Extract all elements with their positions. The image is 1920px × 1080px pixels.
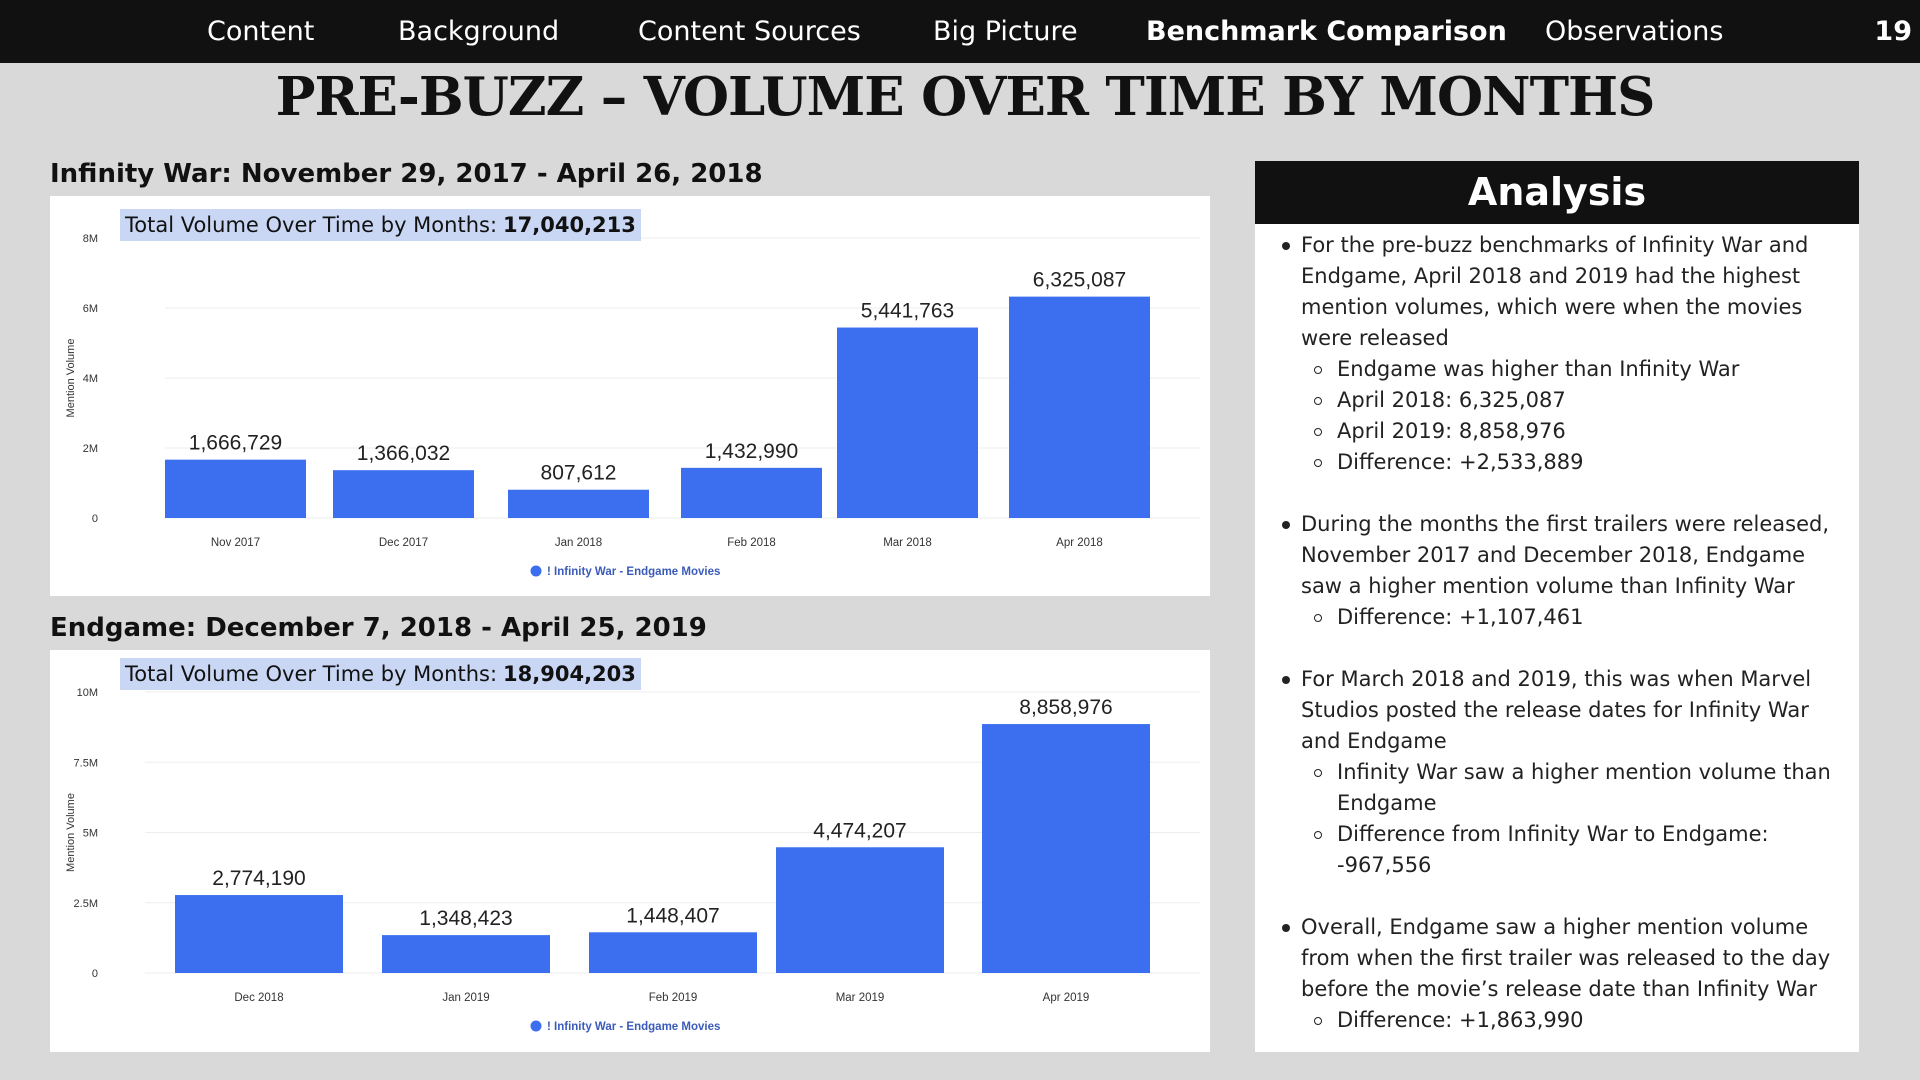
x-tick-label: Jan 2018 [555,537,602,549]
bar-value-label: 5,441,763 [861,300,954,323]
x-tick-label: Mar 2018 [883,537,932,549]
nav-item-content[interactable]: Content [207,16,315,47]
y-tick-label: 5M [83,828,98,840]
analysis-bullet: For the pre-buzz benchmarks of Infinity … [1282,230,1845,478]
nav-item-content-sources[interactable]: Content Sources [638,16,861,47]
bar[interactable] [589,932,757,973]
x-tick-label: Dec 2018 [234,992,283,1004]
bar-chart-infinity-war: 0 2M 4M 6M 8M Mention Volume 1,666,729 Nov 2017… [65,233,1200,578]
analysis-sub-bullet: April 2019: 8,858,976 [1301,416,1845,447]
analysis-bullet-text: For the pre-buzz benchmarks of Infinity … [1301,233,1809,350]
bar-value-label: 2,774,190 [212,867,305,890]
bar[interactable] [175,895,343,973]
bar[interactable] [165,459,306,518]
bar-value-label: 807,612 [541,462,617,485]
bar[interactable] [982,724,1150,973]
analysis-sub-bullet: Difference: +2,533,889 [1301,447,1845,478]
y-tick-label: 2M [83,443,98,455]
bar[interactable] [681,467,822,518]
analysis-bullet: For March 2018 and 2019, this was when M… [1282,664,1845,881]
chart-panel-endgame: 0 2.5M 5M 7.5M 10M Mention Volume 2,774,190 Dec… [50,650,1210,1052]
y-tick-label: 0 [92,513,98,525]
total-volume-value: 18,904,203 [503,662,636,686]
chart-heading-endgame: Endgame: December 7, 2018 - April 25, 20… [50,613,707,643]
bar[interactable] [333,470,474,518]
bar-value-label: 1,666,729 [189,432,282,455]
bar[interactable] [382,935,550,973]
bar[interactable] [776,847,944,973]
analysis-sub-bullet: Endgame was higher than Infinity War [1301,354,1845,385]
y-axis-title: Mention Volume [65,793,77,872]
y-tick-label: 0 [92,968,98,980]
analysis-sub-bullet: April 2018: 6,325,087 [1301,385,1845,416]
bar[interactable] [1009,296,1150,518]
total-volume-label: Total Volume Over Time by Months: [125,662,498,686]
analysis-title: Analysis [1255,161,1859,224]
x-tick-label: Feb 2019 [649,992,698,1004]
analysis-body: For the pre-buzz benchmarks of Infinity … [1255,224,1859,1036]
x-tick-label: Dec 2017 [379,537,428,549]
top-navigation-bar: Content Background Content Sources Big P… [0,0,1920,63]
bar-chart-endgame: 0 2.5M 5M 7.5M 10M Mention Volume 2,774,190 Dec… [65,687,1200,1033]
bar-value-label: 8,858,976 [1019,696,1112,719]
y-tick-label: 4M [83,373,98,385]
x-tick-label: Apr 2018 [1056,537,1103,549]
analysis-sub-bullet: Difference: +1,107,461 [1301,602,1845,633]
total-volume-box: Total Volume Over Time by Months: 18,904,… [120,658,641,690]
x-tick-label: Apr 2019 [1043,992,1090,1004]
y-tick-label: 10M [77,687,98,699]
chart-heading-infinity-war: Infinity War: November 29, 2017 - April … [50,159,763,189]
total-volume-value: 17,040,213 [503,213,636,237]
y-tick-label: 8M [83,233,98,245]
total-volume-box: Total Volume Over Time by Months: 17,040,… [120,209,641,241]
analysis-sub-bullet: Difference from Infinity War to Endgame:… [1301,819,1845,881]
analysis-bullet-text: During the months the first trailers wer… [1301,512,1830,598]
analysis-panel: Analysis For the pre-buzz benchmarks of … [1255,161,1859,1052]
bar-value-label: 6,325,087 [1033,269,1126,292]
x-tick-label: Nov 2017 [211,537,260,549]
analysis-bullet: Overall, Endgame saw a higher mention vo… [1282,912,1845,1036]
x-tick-label: Jan 2019 [442,992,489,1004]
page-title: PRE-BUZZ – VOLUME OVER TIME BY MONTHS [275,66,1656,128]
total-volume-label: Total Volume Over Time by Months: [125,213,498,237]
y-tick-label: 2.5M [74,898,98,910]
nav-item-benchmark-comparison[interactable]: Benchmark Comparison [1146,16,1507,47]
analysis-sub-bullet: Difference: +1,863,990 [1301,1005,1845,1036]
bar-value-label: 1,366,032 [357,442,450,465]
x-tick-label: Mar 2019 [836,992,885,1004]
analysis-bullet-text: Overall, Endgame saw a higher mention vo… [1301,915,1831,1001]
legend-marker [530,1020,542,1032]
legend-label[interactable]: ! Infinity War - Endgame Movies [547,566,720,578]
y-tick-label: 7.5M [74,757,98,769]
y-tick-label: 6M [83,303,98,315]
bar-value-label: 4,474,207 [813,819,906,842]
nav-item-observations[interactable]: Observations [1545,16,1724,47]
legend-label[interactable]: ! Infinity War - Endgame Movies [547,1021,720,1033]
bar-value-label: 1,432,990 [705,440,798,463]
nav-item-background[interactable]: Background [398,16,560,47]
bar[interactable] [508,489,649,518]
y-axis-title: Mention Volume [65,339,77,418]
analysis-bullet-text: For March 2018 and 2019, this was when M… [1301,667,1812,753]
chart-panel-infinity-war: 0 2M 4M 6M 8M Mention Volume 1,666,729 Nov 2017… [50,196,1210,596]
bar[interactable] [837,327,978,518]
nav-item-big-picture[interactable]: Big Picture [933,16,1078,47]
bar-value-label: 1,448,407 [626,904,719,927]
page-number: 19 [1874,16,1912,47]
analysis-bullet: During the months the first trailers wer… [1282,509,1845,633]
x-tick-label: Feb 2018 [727,537,776,549]
bar-value-label: 1,348,423 [419,907,512,930]
legend-marker [530,565,542,577]
analysis-sub-bullet: Infinity War saw a higher mention volume… [1301,757,1845,819]
